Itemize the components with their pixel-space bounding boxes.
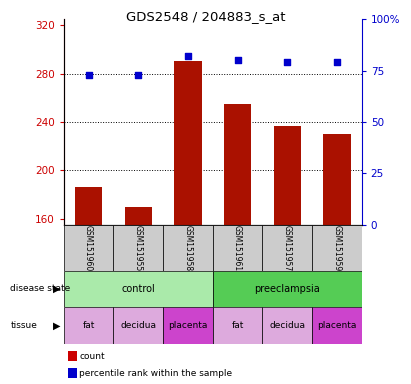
Point: [185, 53, 191, 59]
Point: [234, 57, 241, 63]
Text: decidua: decidua: [120, 321, 156, 330]
Text: GSM151957: GSM151957: [283, 225, 292, 271]
Text: GSM151961: GSM151961: [233, 225, 242, 271]
Text: count: count: [79, 352, 105, 361]
Bar: [312, 225, 362, 271]
Text: percentile rank within the sample: percentile rank within the sample: [79, 369, 233, 378]
Bar: [224, 104, 251, 225]
Text: GSM151955: GSM151955: [134, 225, 143, 271]
Bar: [262, 307, 312, 344]
Text: GSM151960: GSM151960: [84, 225, 93, 271]
Bar: [213, 271, 362, 307]
Text: GSM151959: GSM151959: [332, 225, 342, 271]
Bar: [274, 126, 301, 225]
Point: [85, 71, 92, 78]
Text: fat: fat: [231, 321, 244, 330]
Bar: [125, 207, 152, 225]
Bar: [213, 307, 262, 344]
Bar: [113, 307, 163, 344]
Bar: [75, 187, 102, 225]
Bar: [323, 134, 351, 225]
Bar: [64, 225, 113, 271]
Point: [284, 59, 291, 65]
Bar: [163, 225, 213, 271]
Bar: [262, 225, 312, 271]
Bar: [312, 307, 362, 344]
Bar: [174, 61, 201, 225]
Text: tissue: tissue: [10, 321, 37, 330]
Text: decidua: decidua: [269, 321, 305, 330]
Text: ▶: ▶: [53, 284, 61, 294]
Point: [334, 59, 340, 65]
Text: GDS2548 / 204883_s_at: GDS2548 / 204883_s_at: [126, 10, 285, 23]
Bar: [163, 307, 213, 344]
Bar: [64, 271, 213, 307]
Text: placenta: placenta: [317, 321, 356, 330]
Bar: [213, 225, 262, 271]
Text: GSM151958: GSM151958: [183, 225, 192, 271]
Text: fat: fat: [82, 321, 95, 330]
Text: preeclampsia: preeclampsia: [254, 284, 320, 294]
Text: disease state: disease state: [10, 284, 71, 293]
Point: [135, 71, 141, 78]
Text: ▶: ▶: [53, 321, 61, 331]
Bar: [113, 225, 163, 271]
Text: control: control: [121, 284, 155, 294]
Bar: [64, 307, 113, 344]
Text: placenta: placenta: [168, 321, 208, 330]
